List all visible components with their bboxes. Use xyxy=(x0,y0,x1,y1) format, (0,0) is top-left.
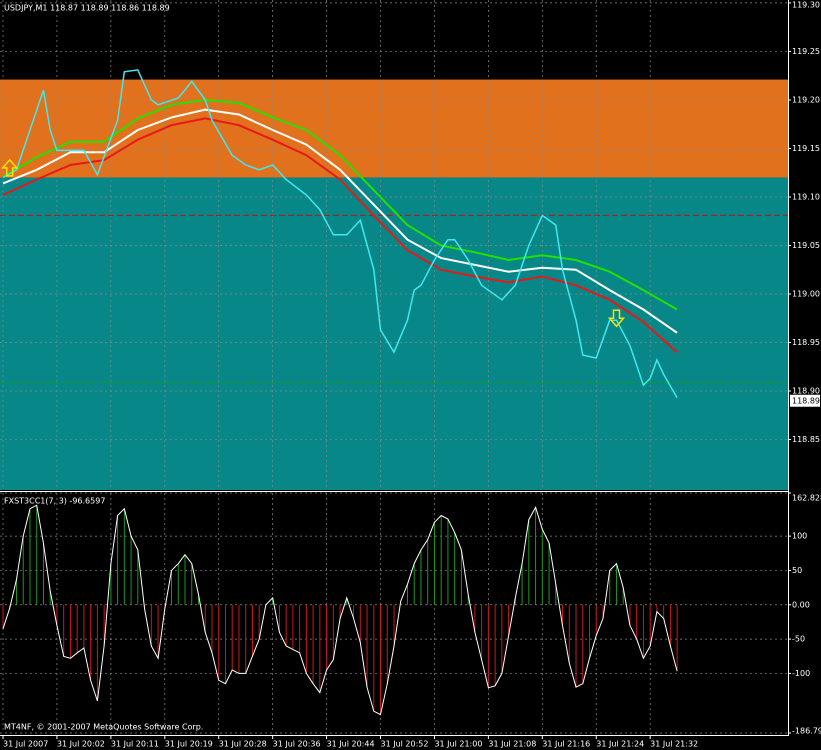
y-tick-label: 119.20 xyxy=(792,95,820,104)
series-line xyxy=(2,117,678,353)
price-label: 118.89 xyxy=(792,397,820,406)
series-line xyxy=(2,98,678,311)
x-tick-label: 31 Jul 21:00 xyxy=(434,740,482,749)
y-tick-label: 0.00 xyxy=(792,600,810,609)
pane-title: USDJPY,M1 118.87 118.89 118.86 118.89 xyxy=(4,4,170,13)
x-tick-label: 31 Jul 20:52 xyxy=(381,740,429,749)
y-tick-label: 119.05 xyxy=(792,241,820,250)
footer: MT4NF, © 2001-2007 MetaQuotes Software C… xyxy=(4,723,203,732)
y-tick-label: -50 xyxy=(792,635,805,644)
signal-arrow xyxy=(607,309,626,328)
y-tick-label: 119.30 xyxy=(792,1,820,10)
y-tick-label: -100 xyxy=(792,669,810,678)
x-tick-label: 31 Jul 20:36 xyxy=(273,740,321,749)
pane-title: FXST3CC1(7, 3) -96.6597 xyxy=(4,497,105,506)
x-tick-label: 31 Jul 20:19 xyxy=(165,740,213,749)
y-tick-label: 162.828 xyxy=(792,494,821,503)
y-tick-label: 119.00 xyxy=(792,290,820,299)
x-tick-label: 31 Jul 20:11 xyxy=(111,740,159,749)
y-tick-label: 119.10 xyxy=(792,192,820,201)
series-line xyxy=(2,108,678,334)
y-tick-label: 119.15 xyxy=(792,144,820,153)
y-tick-label: 50 xyxy=(792,566,802,575)
price-label-box xyxy=(790,394,820,407)
zone-band xyxy=(0,79,788,178)
x-tick-label: 31 Jul 21:08 xyxy=(488,740,536,749)
x-tick-label: 31 Jul 20:02 xyxy=(57,740,105,749)
y-tick-label: 118.90 xyxy=(792,387,820,396)
series-line xyxy=(2,69,678,399)
x-tick-label: 31 Jul 20:44 xyxy=(327,740,375,749)
oscillator-line xyxy=(2,504,678,716)
x-tick-label: 31 Jul 21:32 xyxy=(650,740,698,749)
y-tick-label: 118.95 xyxy=(792,338,820,347)
x-tick-label: 31 Jul 20:28 xyxy=(219,740,267,749)
x-tick-label: 31 Jul 21:16 xyxy=(542,740,590,749)
signal-arrow xyxy=(1,158,19,177)
x-tick-label: 31 Jul 2007 xyxy=(3,740,48,749)
y-tick-label: 119.25 xyxy=(792,47,820,56)
y-tick-label: -186.796 xyxy=(792,727,821,736)
x-tick-label: 31 Jul 21:24 xyxy=(596,740,644,749)
y-tick-label: 100 xyxy=(792,532,807,541)
y-tick-label: 118.85 xyxy=(792,435,820,444)
